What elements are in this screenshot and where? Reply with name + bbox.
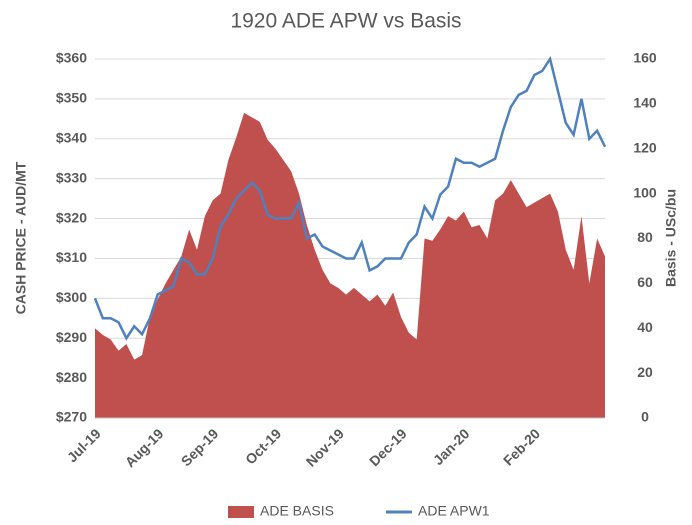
y2-tick-label: 120 bbox=[633, 139, 657, 155]
y-tick-label: $340 bbox=[56, 129, 87, 145]
x-tick-label: Nov-19 bbox=[303, 425, 347, 469]
y2-tick-label: 160 bbox=[633, 50, 657, 66]
y-tick-label: $290 bbox=[56, 329, 87, 345]
x-tick-label: Aug-19 bbox=[122, 425, 167, 470]
y-tick-label: $270 bbox=[56, 409, 87, 425]
y-tick-label: $300 bbox=[56, 289, 87, 305]
y2-tick-label: 20 bbox=[637, 364, 653, 380]
y2-tick-label: 60 bbox=[637, 274, 653, 290]
y2-tick-label: 140 bbox=[633, 95, 657, 111]
x-tick-label: Feb-20 bbox=[500, 425, 543, 468]
y2-tick-label: 80 bbox=[637, 229, 653, 245]
x-tick-label: Dec-19 bbox=[366, 425, 410, 469]
x-tick-label: Sep-19 bbox=[178, 425, 222, 469]
y-tick-label: $310 bbox=[56, 249, 87, 265]
line bbox=[93, 55, 607, 341]
y2-axis-title: Basis - USc/bu bbox=[663, 189, 679, 287]
y2-tick-label: 100 bbox=[633, 184, 657, 200]
y-axis-title: CASH PRICE - AUD/MT bbox=[13, 161, 29, 314]
area bbox=[95, 112, 605, 418]
x-tick-label: Oct-19 bbox=[242, 425, 284, 467]
chart-title: 1920 ADE APW vs Basis bbox=[230, 10, 461, 33]
y2-tick-label: 40 bbox=[637, 319, 653, 335]
y-tick-label: $350 bbox=[56, 90, 87, 106]
y-tick-label: $320 bbox=[56, 209, 87, 225]
legend-label: ADE BASIS bbox=[260, 503, 334, 519]
y-tick-label: $360 bbox=[56, 50, 87, 66]
y-tick-label: $330 bbox=[56, 169, 87, 185]
legend-swatch bbox=[228, 506, 254, 518]
x-tick-label: Jan-20 bbox=[430, 425, 473, 468]
x-tick-label: Jul-19 bbox=[64, 425, 104, 465]
y2-tick-label: 0 bbox=[641, 409, 649, 425]
legend-label: ADE APW1 bbox=[418, 503, 490, 519]
y-tick-label: $280 bbox=[56, 369, 87, 385]
